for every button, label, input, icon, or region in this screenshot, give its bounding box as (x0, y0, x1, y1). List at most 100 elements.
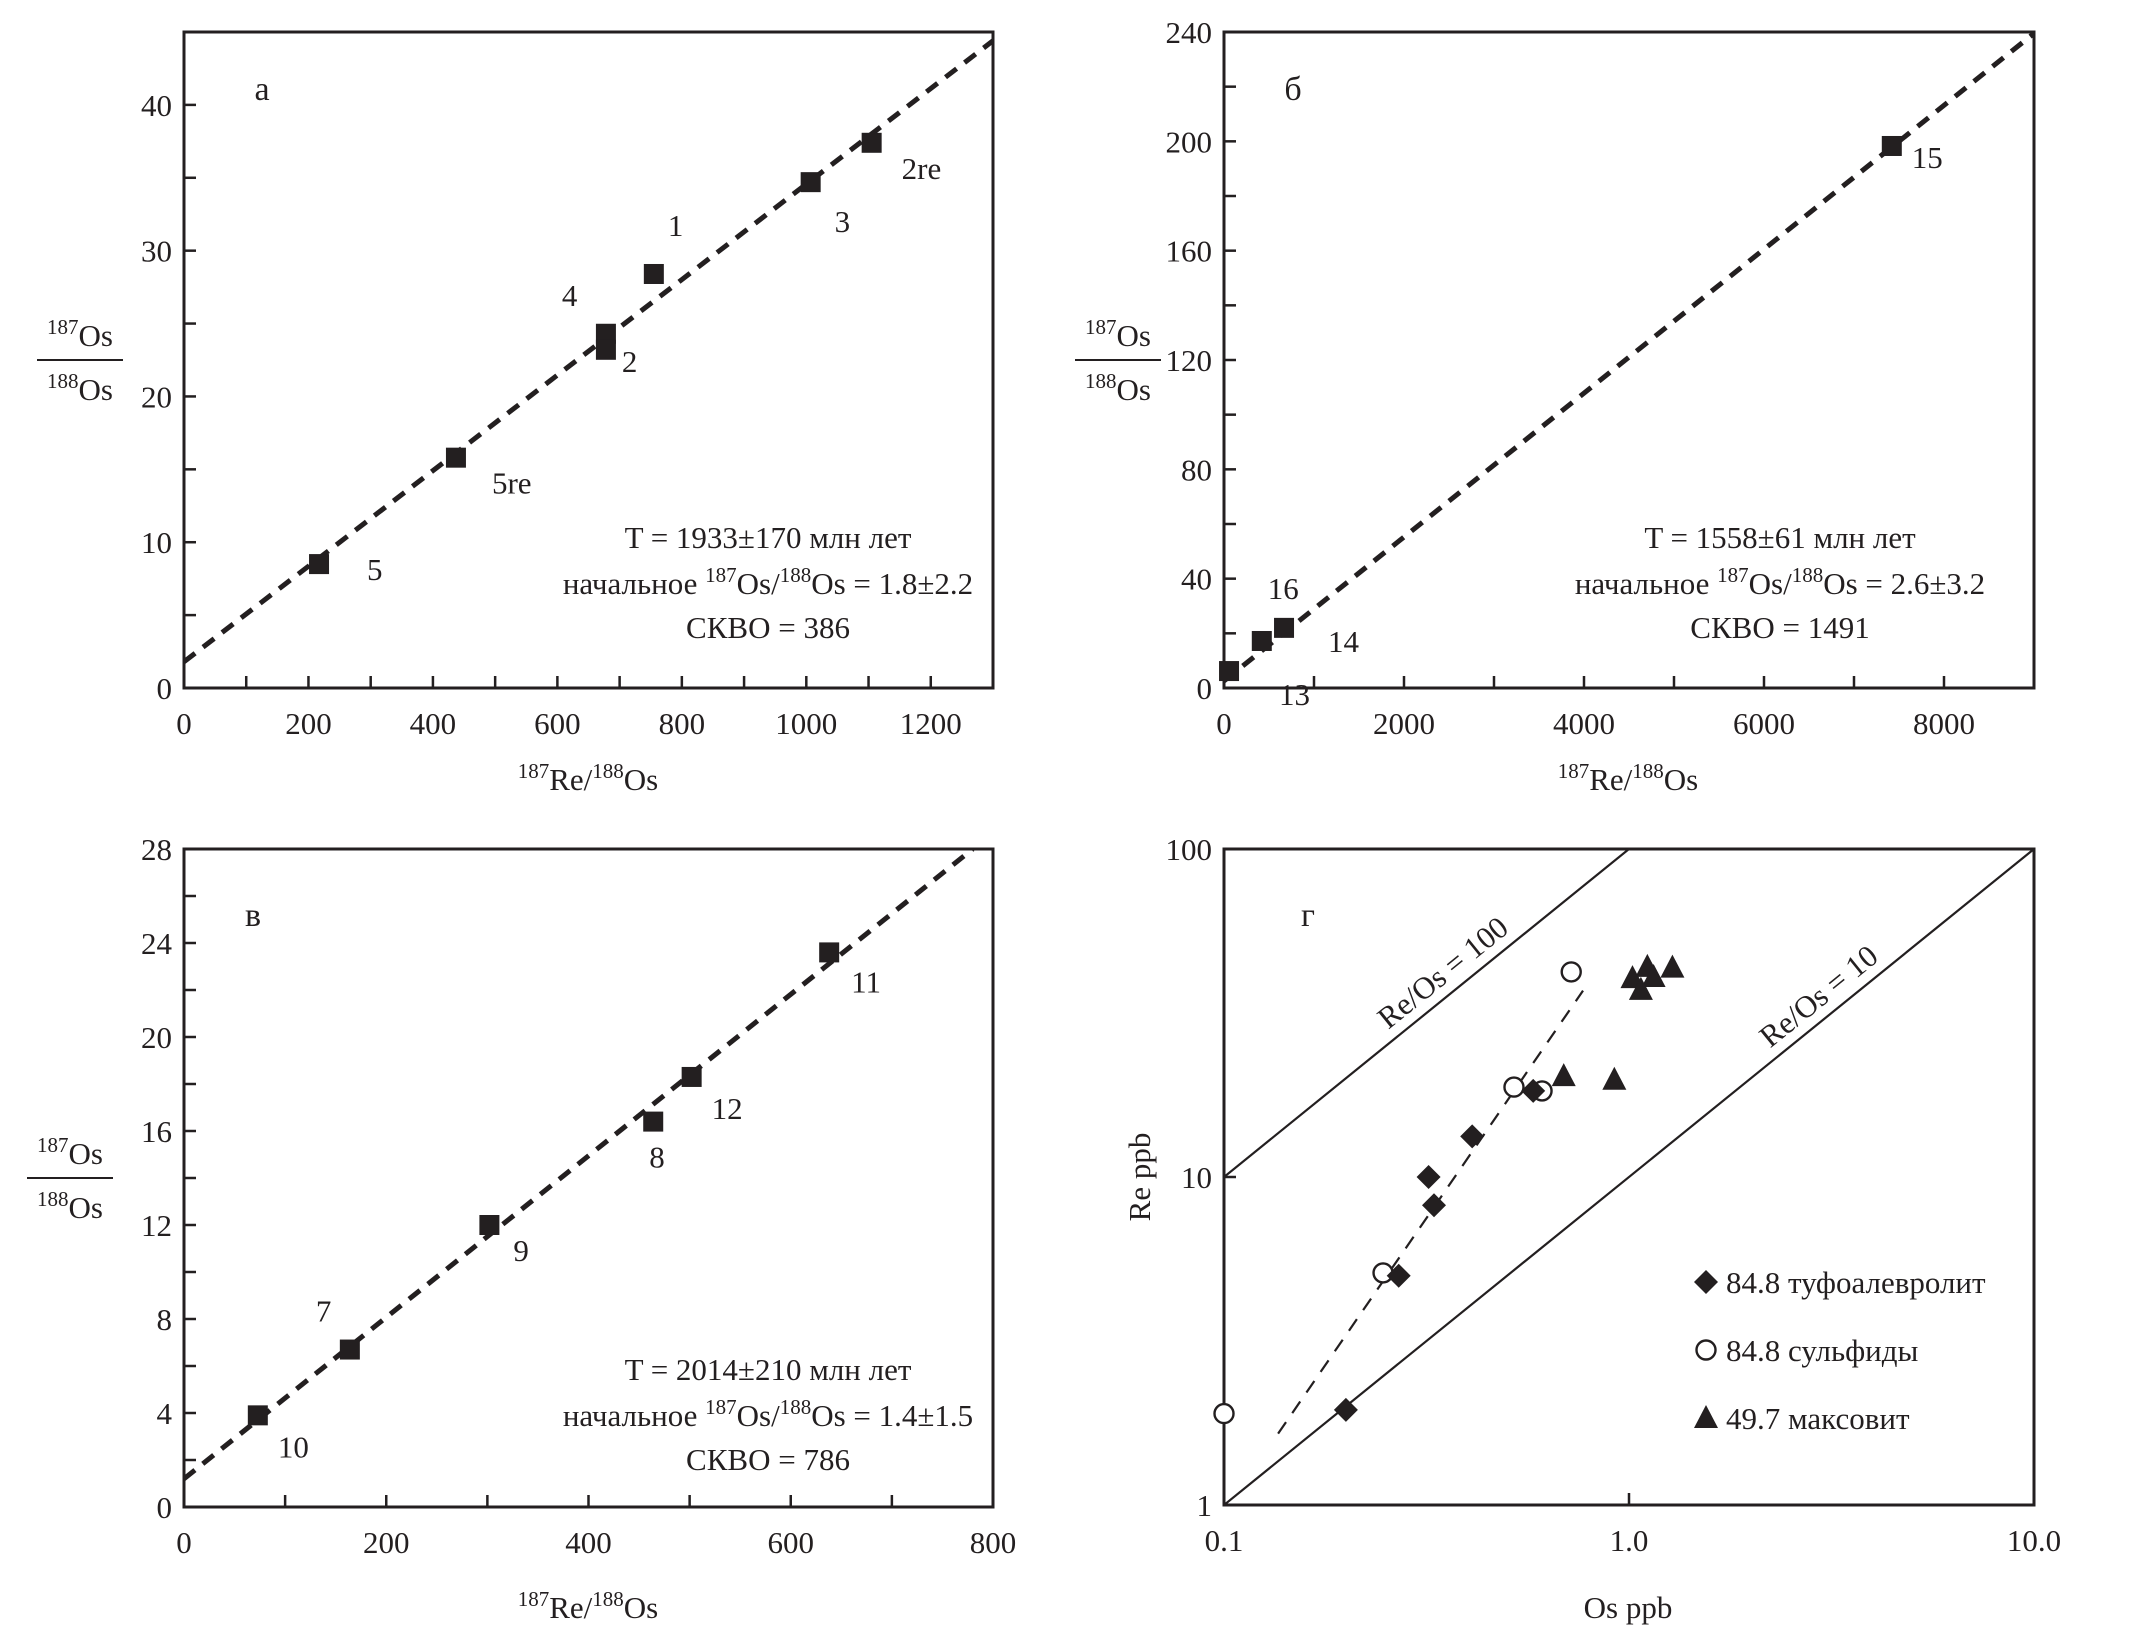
axis-text: Os (1117, 318, 1151, 353)
data-point-open-circle (1213, 1402, 1235, 1425)
axis-text: Os (79, 318, 113, 353)
data-point-label: 3 (835, 204, 851, 239)
axis-text: Re/ (1589, 762, 1632, 797)
y-tick-label: 40 (141, 88, 172, 123)
y-axis-title-denominator: 188Os (47, 369, 113, 407)
age-annotation: T = 1933±170 млн лет (625, 520, 912, 555)
panel-b: 0 2000 4000 6000 800004080120160200240б187Re… (1075, 15, 2036, 797)
data-point-label: 9 (513, 1233, 529, 1268)
y-axis-title-numerator: 187Os (37, 1133, 103, 1171)
initial-ratio-annotation: начальное 187Os/188Os = 1.4±1.5 (563, 1395, 973, 1433)
superscript: 188 (592, 759, 624, 783)
x-tick-label: 2000 (1373, 706, 1435, 741)
x-tick-label: 600 (768, 1525, 815, 1560)
data-point-label: 7 (316, 1294, 332, 1329)
superscript: 188 (1792, 563, 1824, 587)
annot-text: Os = 2.6±3.2 (1823, 566, 1985, 601)
axis-text: Os (69, 1190, 103, 1225)
y-tick-label: 240 (1166, 15, 1213, 50)
y-tick-label: 4 (157, 1396, 173, 1431)
axis-text: Os (69, 1136, 103, 1171)
data-point-square (643, 263, 664, 284)
superscript: 187 (47, 315, 79, 339)
axis-text: Re/ (549, 1590, 592, 1625)
reference-line-re-os-10 (1224, 849, 2034, 1505)
x-tick-label: 8000 (1913, 706, 1975, 741)
data-point-label: 11 (851, 964, 881, 999)
data-point-square (479, 1215, 500, 1235)
annot-text: Os = 1.8±2.2 (811, 566, 973, 601)
superscript: 188 (1085, 369, 1117, 393)
data-point-label: 16 (1268, 571, 1299, 606)
y-tick-label: 40 (1181, 562, 1212, 597)
panel-letter: г (1301, 897, 1315, 934)
x-tick-label: 1000 (775, 706, 837, 741)
data-point-label: 14 (1328, 624, 1360, 659)
x-tick-label: 6000 (1733, 706, 1795, 741)
data-point-square (800, 172, 821, 193)
data-point-label: 4 (562, 278, 578, 313)
x-tick-label: 0 (1216, 706, 1232, 741)
superscript: 187 (1717, 563, 1749, 587)
x-tick-label: 400 (410, 706, 457, 741)
data-point-label: 8 (649, 1140, 665, 1175)
x-tick-label: 0 (176, 706, 192, 741)
x-tick-label: 1200 (900, 706, 962, 741)
data-point-square (643, 1111, 664, 1132)
data-point-triangle (1641, 964, 1666, 988)
x-tick-label: 800 (659, 706, 706, 741)
legend-label: 49.7 максовит (1726, 1401, 1910, 1436)
annot-text: Os/ (737, 1398, 780, 1433)
data-point-square (339, 1339, 360, 1360)
legend-label: 84.8 сульфиды (1726, 1333, 1919, 1368)
x-tick-label: 400 (565, 1525, 612, 1560)
annot-text: Os/ (737, 566, 780, 601)
y-tick-label: 120 (1166, 343, 1213, 378)
y-tick-label: 24 (141, 926, 173, 961)
y-axis-title-numerator: 187Os (47, 315, 113, 353)
y-tick-label: 80 (1181, 452, 1212, 487)
x-tick-label: 800 (970, 1525, 1017, 1560)
data-point-square (1274, 617, 1295, 638)
x-tick-label: 1.0 (1610, 1523, 1649, 1558)
data-point-label: 15 (1912, 140, 1943, 175)
data-point-triangle (1628, 976, 1653, 1000)
y-axis-title-numerator: 187Os (1085, 315, 1151, 353)
panel-letter: в (245, 897, 261, 934)
x-tick-label: 200 (285, 706, 332, 741)
superscript: 187 (518, 1587, 550, 1611)
x-axis-title: 187Re/188Os (518, 759, 659, 797)
data-point-square (1251, 630, 1272, 651)
superscript: 188 (780, 1395, 812, 1419)
x-axis-title: Os ppb (1584, 1590, 1673, 1625)
data-point-label: 12 (712, 1091, 743, 1126)
y-tick-label: 1 (1197, 1488, 1213, 1523)
axis-text: Os (624, 1590, 658, 1625)
y-tick-label: 160 (1166, 234, 1213, 269)
y-tick-label: 20 (141, 379, 172, 414)
isochron-fit-line (184, 849, 975, 1481)
data-point-triangle (1551, 1063, 1576, 1087)
initial-ratio-annotation: начальное 187Os/188Os = 1.8±2.2 (563, 563, 973, 601)
panel-c: 0 200 400 600 8000481216202428в187Re/188Os18… (27, 832, 1016, 1625)
data-point-diamond (1421, 1193, 1446, 1218)
annot-text: Os = 1.4±1.5 (811, 1398, 973, 1433)
y-tick-label: 10 (141, 525, 172, 560)
data-point-label: 5re (492, 466, 532, 501)
superscript: 188 (37, 1187, 69, 1211)
plot-frame (182, 30, 995, 690)
superscript: 187 (705, 563, 737, 587)
panel-letter: б (1284, 71, 1301, 108)
reference-line-re-os-100 (1224, 849, 1631, 1178)
y-tick-label: 8 (157, 1302, 173, 1337)
y-tick-label: 12 (141, 1208, 172, 1243)
x-axis-title: 187Re/188Os (518, 1587, 659, 1625)
data-point-square (595, 339, 616, 360)
y-axis-title: Re ppb (1122, 1133, 1157, 1222)
superscript: 188 (592, 1587, 624, 1611)
x-tick-label: 0.1 (1205, 1523, 1244, 1558)
legend-marker-triangle (1694, 1405, 1718, 1428)
data-point-diamond (1416, 1165, 1441, 1189)
mswd-annotation: СКВО = 386 (686, 610, 850, 645)
